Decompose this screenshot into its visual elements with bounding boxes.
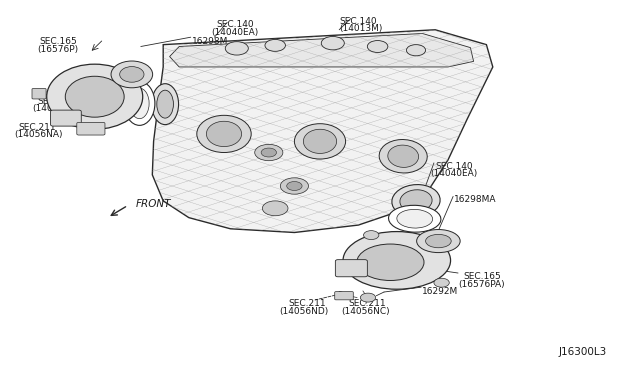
Text: SEC.211: SEC.211 xyxy=(288,299,326,308)
Circle shape xyxy=(255,144,283,161)
Ellipse shape xyxy=(47,64,143,129)
Text: SEC.211: SEC.211 xyxy=(349,299,387,308)
Ellipse shape xyxy=(400,190,432,212)
FancyBboxPatch shape xyxy=(335,292,353,300)
Ellipse shape xyxy=(120,67,144,82)
Text: (16576PA): (16576PA) xyxy=(458,280,505,289)
Circle shape xyxy=(321,36,344,50)
Ellipse shape xyxy=(152,84,179,125)
Circle shape xyxy=(364,231,379,240)
Text: SEC.165: SEC.165 xyxy=(40,37,77,46)
Ellipse shape xyxy=(343,231,451,289)
Circle shape xyxy=(225,42,248,55)
Circle shape xyxy=(265,39,285,51)
Ellipse shape xyxy=(157,90,173,118)
Polygon shape xyxy=(170,33,474,67)
Text: (14056ND): (14056ND) xyxy=(279,307,328,316)
Text: 16292M: 16292M xyxy=(74,76,110,85)
Text: J16300L3: J16300L3 xyxy=(558,347,606,357)
Circle shape xyxy=(434,278,449,287)
Ellipse shape xyxy=(294,124,346,159)
Text: SEC.140: SEC.140 xyxy=(339,17,377,26)
Ellipse shape xyxy=(388,145,419,167)
Ellipse shape xyxy=(130,88,149,119)
Text: (14056NB): (14056NB) xyxy=(32,104,81,113)
Ellipse shape xyxy=(111,61,153,88)
Circle shape xyxy=(360,293,376,302)
Text: FRONT: FRONT xyxy=(136,199,171,209)
Ellipse shape xyxy=(388,205,441,232)
Ellipse shape xyxy=(124,81,155,125)
FancyBboxPatch shape xyxy=(77,122,105,135)
Polygon shape xyxy=(152,30,493,232)
FancyBboxPatch shape xyxy=(51,110,81,126)
Ellipse shape xyxy=(392,185,440,217)
Text: SEC.211: SEC.211 xyxy=(37,97,75,106)
Ellipse shape xyxy=(197,115,251,153)
Circle shape xyxy=(280,178,308,194)
Ellipse shape xyxy=(379,140,428,173)
FancyBboxPatch shape xyxy=(32,89,46,99)
Text: (14040EA): (14040EA) xyxy=(430,169,477,178)
Circle shape xyxy=(406,45,426,56)
Text: (14013M): (14013M) xyxy=(339,24,383,33)
Text: (14056NC): (14056NC) xyxy=(341,307,390,316)
Ellipse shape xyxy=(303,129,337,153)
Text: SEC.165: SEC.165 xyxy=(463,272,501,281)
Text: (14056NA): (14056NA) xyxy=(14,130,63,139)
FancyBboxPatch shape xyxy=(335,260,367,277)
Ellipse shape xyxy=(397,209,433,228)
Ellipse shape xyxy=(426,234,451,248)
Text: SEC.140: SEC.140 xyxy=(435,162,473,171)
Text: 16298M: 16298M xyxy=(192,37,228,46)
Text: (16576P): (16576P) xyxy=(37,45,78,54)
Text: (14040EA): (14040EA) xyxy=(211,28,259,37)
Text: SEC.140: SEC.140 xyxy=(216,20,254,29)
Circle shape xyxy=(262,201,288,216)
Ellipse shape xyxy=(206,121,242,147)
Circle shape xyxy=(367,41,388,52)
Ellipse shape xyxy=(417,230,460,253)
Text: 16298MA: 16298MA xyxy=(454,195,497,204)
Circle shape xyxy=(261,148,276,157)
Ellipse shape xyxy=(357,244,424,280)
Ellipse shape xyxy=(65,76,124,117)
Text: SEC.211: SEC.211 xyxy=(18,123,56,132)
Text: 16292M: 16292M xyxy=(422,287,459,296)
Circle shape xyxy=(287,182,302,190)
